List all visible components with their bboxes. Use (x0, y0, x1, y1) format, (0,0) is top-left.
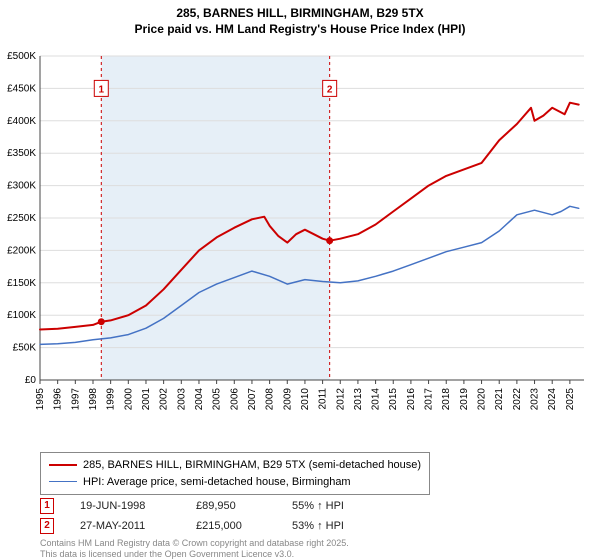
legend: 285, BARNES HILL, BIRMINGHAM, B29 5TX (s… (40, 452, 430, 495)
legend-label: HPI: Average price, semi-detached house,… (83, 474, 351, 491)
svg-text:£400K: £400K (7, 116, 36, 127)
svg-text:2015: 2015 (388, 388, 399, 411)
svg-text:2002: 2002 (159, 388, 170, 411)
svg-text:2022: 2022 (512, 388, 523, 411)
footer-line1: Contains HM Land Registry data © Crown c… (40, 538, 349, 549)
svg-text:1996: 1996 (53, 388, 64, 411)
title-line2: Price paid vs. HM Land Registry's House … (0, 22, 600, 38)
svg-text:2014: 2014 (371, 388, 382, 411)
transactions-table: 1 19-JUN-1998 £89,950 55% ↑ HPI 2 27-MAY… (40, 496, 344, 536)
svg-text:2008: 2008 (265, 388, 276, 411)
transaction-date: 19-JUN-1998 (80, 500, 170, 512)
legend-swatch (49, 464, 77, 466)
svg-text:1997: 1997 (70, 388, 81, 411)
transaction-row: 2 27-MAY-2011 £215,000 53% ↑ HPI (40, 516, 344, 536)
svg-text:£0: £0 (25, 375, 37, 386)
svg-text:£450K: £450K (7, 83, 36, 94)
svg-text:1: 1 (99, 84, 105, 95)
svg-text:1995: 1995 (35, 388, 46, 411)
svg-text:2025: 2025 (565, 388, 576, 411)
svg-text:1998: 1998 (88, 388, 99, 411)
svg-text:2016: 2016 (406, 388, 417, 411)
svg-text:2005: 2005 (212, 388, 223, 411)
svg-text:2007: 2007 (247, 388, 258, 411)
svg-text:£350K: £350K (7, 148, 36, 159)
svg-text:£250K: £250K (7, 213, 36, 224)
svg-text:2018: 2018 (441, 388, 452, 411)
transaction-date: 27-MAY-2011 (80, 520, 170, 532)
svg-text:2011: 2011 (318, 388, 329, 410)
svg-text:2024: 2024 (547, 388, 558, 411)
svg-text:2001: 2001 (141, 388, 152, 411)
transaction-vs-hpi: 55% ↑ HPI (292, 500, 344, 512)
svg-text:1999: 1999 (106, 388, 117, 411)
footer-line2: This data is licensed under the Open Gov… (40, 549, 349, 560)
transaction-vs-hpi: 53% ↑ HPI (292, 520, 344, 532)
legend-swatch (49, 481, 77, 482)
svg-text:2010: 2010 (300, 388, 311, 411)
chart-title: 285, BARNES HILL, BIRMINGHAM, B29 5TX Pr… (0, 0, 600, 37)
svg-text:£150K: £150K (7, 278, 36, 289)
svg-text:£300K: £300K (7, 181, 36, 192)
svg-text:2: 2 (327, 84, 333, 95)
svg-text:2012: 2012 (335, 388, 346, 411)
line-chart: £0£50K£100K£150K£200K£250K£300K£350K£400… (40, 52, 588, 422)
transaction-price: £215,000 (196, 520, 266, 532)
svg-text:£200K: £200K (7, 245, 36, 256)
svg-text:2017: 2017 (424, 388, 435, 411)
svg-text:2009: 2009 (282, 388, 293, 411)
svg-text:2023: 2023 (530, 388, 541, 411)
svg-text:2013: 2013 (353, 388, 364, 411)
svg-text:2003: 2003 (176, 388, 187, 411)
svg-text:2020: 2020 (477, 388, 488, 411)
svg-text:2004: 2004 (194, 388, 205, 411)
svg-text:£100K: £100K (7, 310, 36, 321)
title-line1: 285, BARNES HILL, BIRMINGHAM, B29 5TX (0, 6, 600, 22)
legend-item-price-paid: 285, BARNES HILL, BIRMINGHAM, B29 5TX (s… (49, 457, 421, 474)
transaction-price: £89,950 (196, 500, 266, 512)
legend-label: 285, BARNES HILL, BIRMINGHAM, B29 5TX (s… (83, 457, 421, 474)
transaction-marker-icon: 1 (40, 498, 54, 514)
legend-item-hpi: HPI: Average price, semi-detached house,… (49, 474, 421, 491)
svg-text:2000: 2000 (123, 388, 134, 411)
svg-text:2021: 2021 (494, 388, 505, 411)
svg-text:£500K: £500K (7, 52, 36, 62)
svg-text:£50K: £50K (13, 343, 37, 354)
footer-attribution: Contains HM Land Registry data © Crown c… (40, 538, 349, 560)
transaction-row: 1 19-JUN-1998 £89,950 55% ↑ HPI (40, 496, 344, 516)
svg-text:2019: 2019 (459, 388, 470, 411)
svg-text:2006: 2006 (229, 388, 240, 411)
transaction-marker-icon: 2 (40, 518, 54, 534)
